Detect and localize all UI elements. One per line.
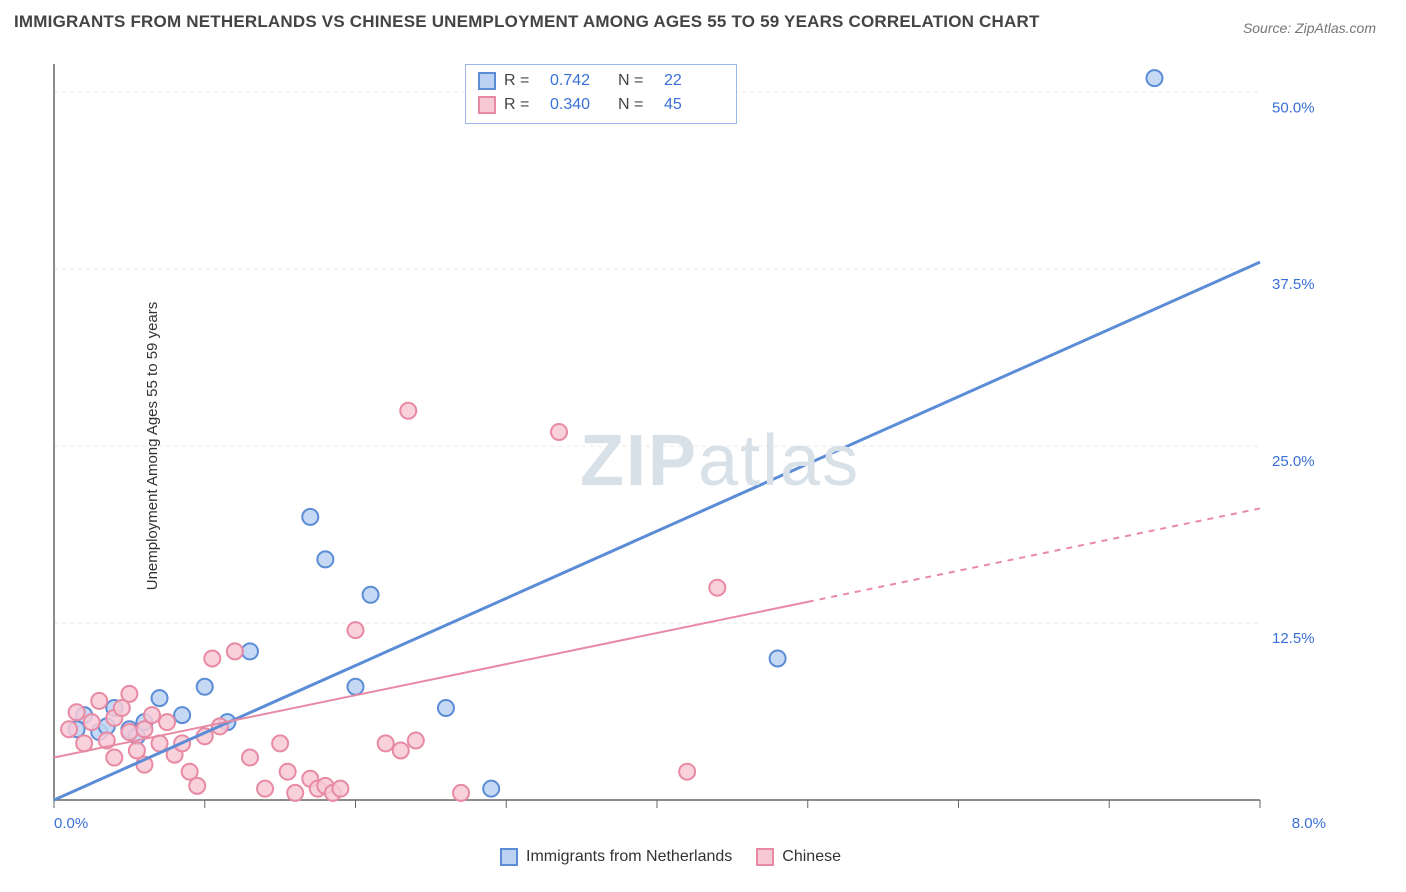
legend-r-label: R =	[504, 72, 542, 90]
legend-swatch	[478, 72, 496, 90]
plot-svg: 12.5% 25.0% 37.5% 50.0% 0.0% 8.0%	[50, 60, 1330, 840]
legend-swatch	[756, 848, 774, 866]
legend-n-value: 22	[664, 72, 724, 90]
svg-text:0.0%: 0.0%	[54, 815, 88, 832]
legend-r-label: R =	[504, 96, 542, 114]
legend-r-value: 0.340	[550, 96, 610, 114]
svg-text:25.0%: 25.0%	[1272, 453, 1315, 470]
svg-text:12.5%: 12.5%	[1272, 630, 1315, 647]
legend-n-label: N =	[618, 96, 656, 114]
svg-text:50.0%: 50.0%	[1272, 99, 1315, 116]
series-name: Chinese	[782, 848, 841, 866]
series-legend-item: Immigrants from Netherlands	[500, 848, 732, 866]
series-legend-item: Chinese	[756, 848, 841, 866]
legend-swatch	[478, 96, 496, 114]
source-attribution: Source: ZipAtlas.com	[1243, 20, 1376, 36]
series-name: Immigrants from Netherlands	[526, 848, 732, 866]
svg-text:37.5%: 37.5%	[1272, 276, 1315, 293]
legend-n-label: N =	[618, 72, 656, 90]
scatter-plot: 12.5% 25.0% 37.5% 50.0% 0.0% 8.0%	[50, 60, 1330, 840]
chart-title: IMMIGRANTS FROM NETHERLANDS VS CHINESE U…	[14, 12, 1040, 32]
svg-text:8.0%: 8.0%	[1292, 815, 1326, 832]
correlation-legend: R = 0.742 N = 22 R = 0.340 N = 45	[465, 64, 737, 124]
legend-swatch	[500, 848, 518, 866]
x-axis-legend: Immigrants from Netherlands Chinese	[500, 848, 841, 866]
legend-row: R = 0.340 N = 45	[478, 93, 724, 117]
legend-row: R = 0.742 N = 22	[478, 69, 724, 93]
legend-r-value: 0.742	[550, 72, 610, 90]
legend-n-value: 45	[664, 96, 724, 114]
